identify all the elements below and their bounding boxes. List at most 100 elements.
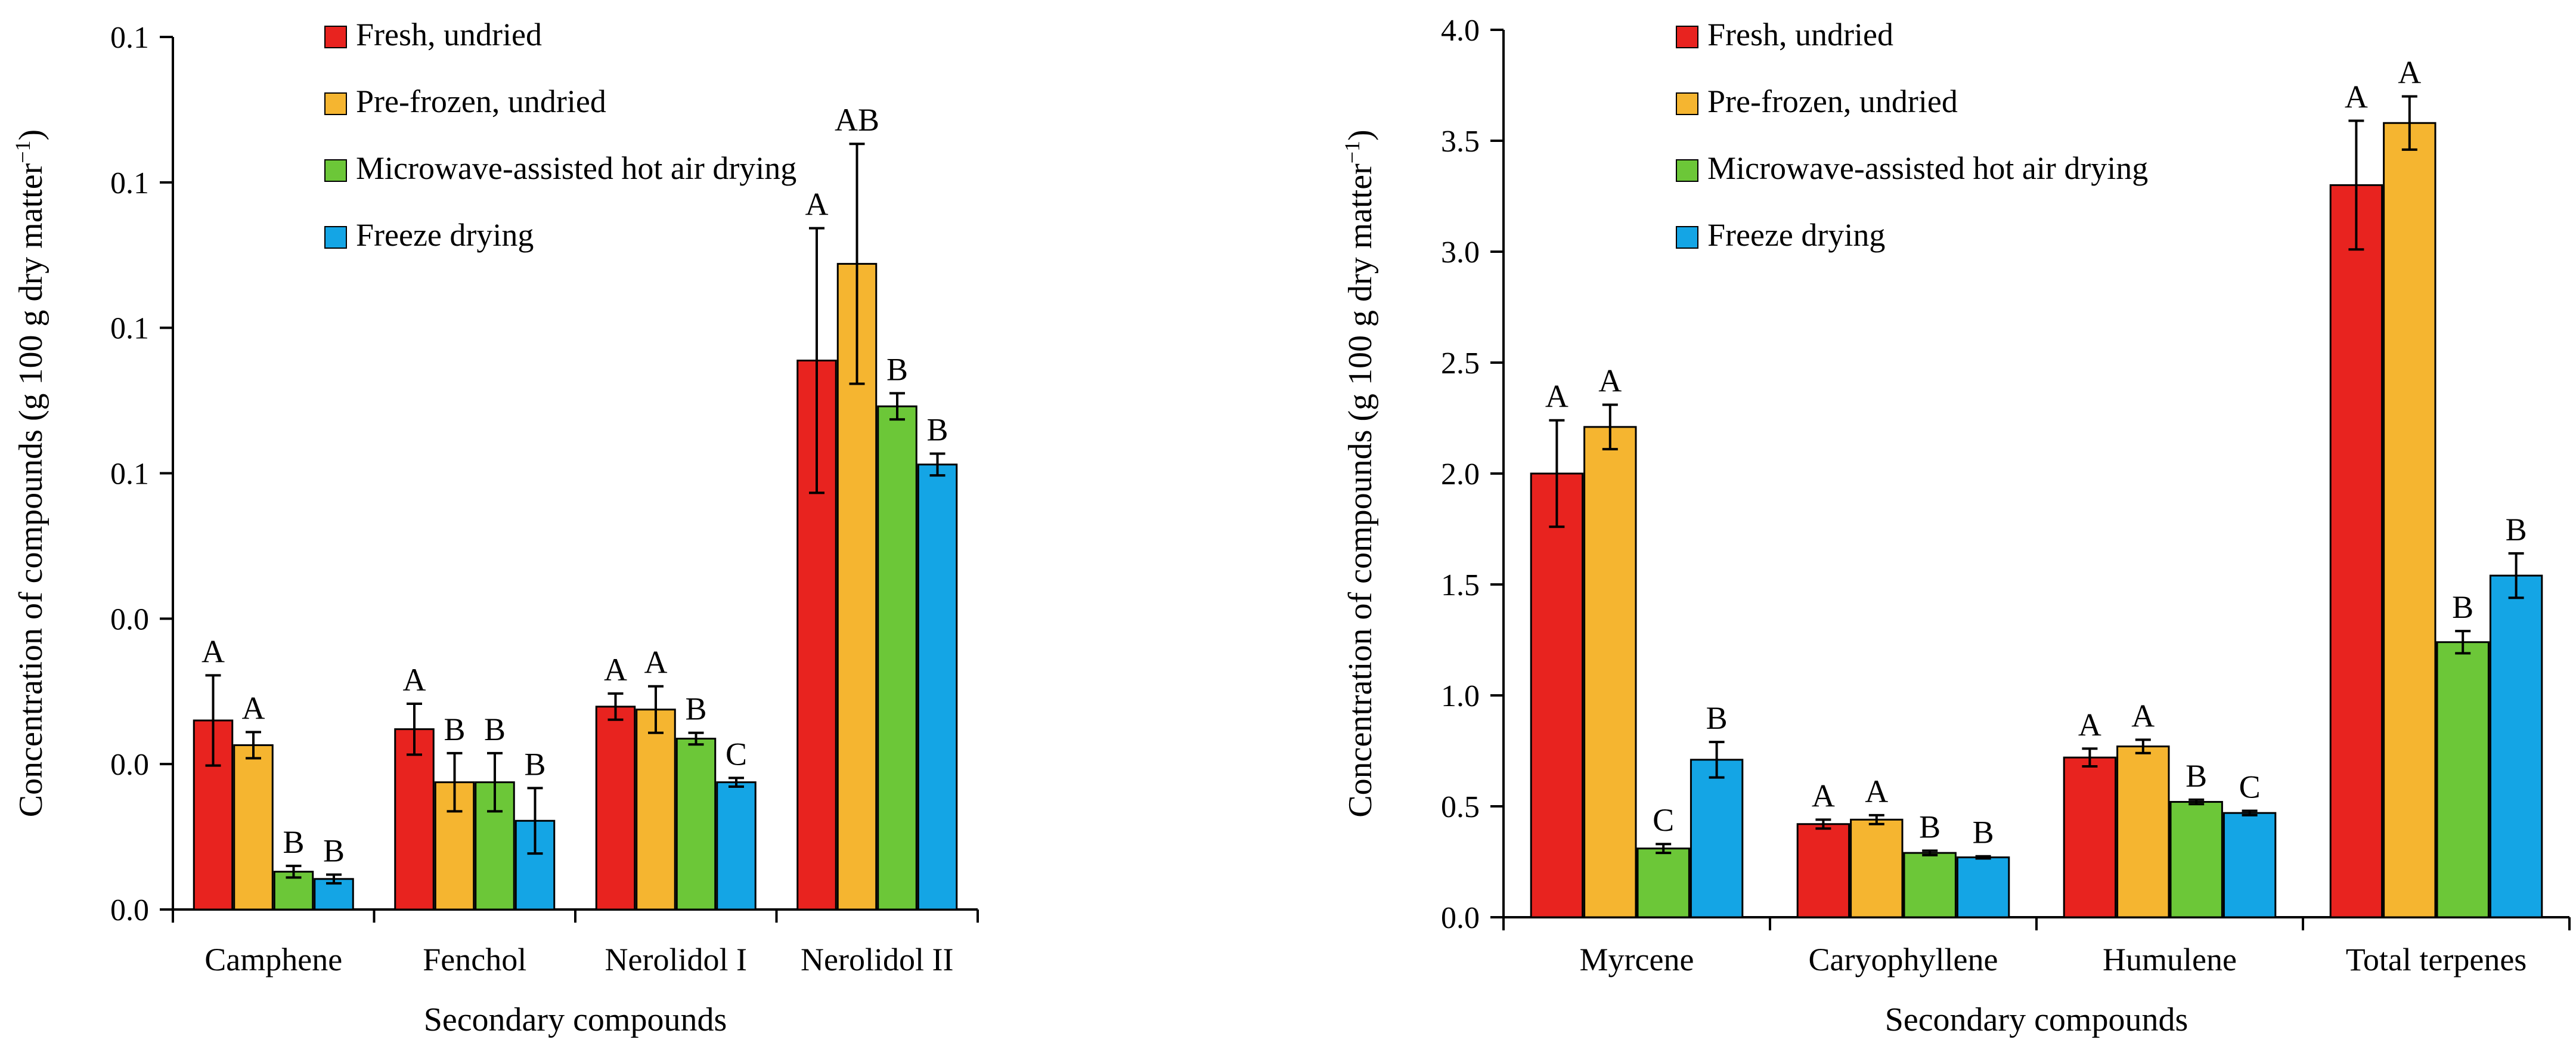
legend-swatch [324, 226, 347, 249]
bar [1530, 472, 1584, 918]
y-tick-label: 1.0 [1441, 679, 1480, 713]
significance-letter: B [926, 412, 948, 448]
y-axis-title-main: Concentration of compounds (g 100 g dry … [1342, 163, 1379, 818]
legend-swatch [324, 26, 347, 48]
legend-swatch [1676, 26, 1698, 48]
bar [2329, 184, 2383, 918]
bar [917, 463, 958, 911]
significance-letter: A [2131, 698, 2155, 734]
bar [1690, 759, 1744, 918]
legend-label: Microwave-assisted hot air drying [356, 150, 796, 186]
significance-letter: AB [835, 102, 879, 138]
y-axis-title-close: ) [13, 129, 49, 141]
y-tick-label: 0.1 [110, 312, 149, 346]
y-tick-label: 3.0 [1441, 236, 1480, 270]
bar [595, 706, 636, 911]
y-tick-label: 0.0 [110, 748, 149, 782]
category-label: Nerolidol II [801, 942, 953, 977]
y-axis-title: Concentration of compounds (g 100 g dry … [1340, 129, 1379, 817]
bar [877, 405, 917, 911]
significance-letter: A [2345, 79, 2368, 115]
legend: Fresh, undried Pre-frozen, undried Microwa… [1676, 17, 2148, 253]
significance-letter: A [1812, 778, 1835, 813]
bar [1903, 852, 1957, 918]
bar [2116, 745, 2170, 918]
significance-letter: A [1545, 379, 1568, 414]
y-axis-title: Concentration of compounds (g 100 g dry … [11, 129, 49, 817]
significance-letter: A [2398, 55, 2421, 91]
legend-label: Pre-frozen, undried [1707, 83, 1958, 119]
bar [1796, 823, 1850, 918]
significance-letter: B [2506, 512, 2527, 547]
legend-swatch [1676, 226, 1698, 249]
significance-letter: B [2452, 589, 2473, 625]
y-tick-label: 0.5 [1441, 790, 1480, 824]
y-axis-title-close: ) [1342, 129, 1379, 141]
y-tick-label: 3.5 [1441, 125, 1480, 159]
y-axis-title-main: Concentration of compounds (g 100 g dry … [13, 163, 49, 817]
bar [2489, 574, 2543, 918]
x-axis-title: Secondary compounds [424, 1001, 727, 1038]
legend-label: Pre-frozen, undried [356, 83, 606, 119]
legend-label: Fresh, undried [1707, 17, 1893, 52]
legend-swatch [1676, 92, 1698, 115]
legend-label: Freeze drying [356, 217, 534, 253]
category-label: Myrcene [1580, 942, 1694, 977]
significance-letter: A [1598, 363, 1622, 399]
legend-label: Fresh, undried [356, 17, 542, 52]
bar [1850, 818, 1904, 918]
significance-letter: B [886, 351, 908, 387]
bar [2383, 122, 2436, 918]
significance-letter: B [1919, 809, 1940, 844]
legend: Fresh, undried Pre-frozen, undried Microwa… [324, 17, 796, 253]
significance-letter: A [604, 652, 627, 688]
significance-letter: C [726, 736, 747, 772]
bar [2063, 756, 2117, 918]
legend-swatch [324, 159, 347, 182]
bar [2222, 812, 2277, 918]
category-label: Nerolidol I [605, 942, 747, 977]
significance-letter: A [202, 633, 225, 669]
significance-letter: B [2186, 758, 2207, 794]
y-tick-label: 4.0 [1441, 14, 1480, 48]
category-label: Camphene [204, 942, 342, 977]
category-label: Fenchol [423, 942, 526, 977]
y-tick-label: 0.1 [110, 166, 149, 200]
y-tick-label: 2.0 [1441, 457, 1480, 491]
bar [1956, 856, 2010, 918]
significance-letter: C [2239, 769, 2261, 805]
significance-letter: B [444, 711, 465, 747]
significance-letter: A [644, 645, 668, 680]
significance-letter: A [805, 187, 829, 222]
significance-letter: A [2078, 707, 2101, 743]
significance-letter: C [1653, 802, 1674, 838]
y-axis-title-sup: −1 [1340, 141, 1364, 163]
legend-swatch [1676, 159, 1698, 182]
significance-letter: A [242, 691, 265, 726]
y-tick-label: 0.0 [110, 602, 149, 636]
significance-letter: B [484, 711, 506, 747]
x-axis-title: Secondary compounds [1885, 1001, 2188, 1038]
category-label: Caryophyllene [1809, 942, 1998, 977]
bar [1636, 847, 1690, 918]
y-tick-label: 0.0 [1441, 901, 1480, 935]
significance-letter: B [283, 824, 304, 860]
bar [394, 728, 435, 911]
bar [675, 737, 717, 911]
bar [2436, 641, 2490, 918]
bar [193, 719, 234, 911]
bar [233, 744, 274, 911]
y-tick-label: 0.0 [110, 893, 149, 927]
significance-letter: A [1865, 774, 1888, 809]
significance-letter: B [1706, 700, 1728, 736]
bar [2169, 801, 2223, 918]
significance-letter: B [1973, 815, 1994, 850]
significance-letter: B [524, 746, 545, 782]
legend-label: Freeze drying [1707, 217, 1885, 253]
y-axis-title-sup: −1 [11, 140, 35, 163]
legend-swatch [324, 92, 347, 115]
category-label: Total terpenes [2346, 942, 2527, 977]
